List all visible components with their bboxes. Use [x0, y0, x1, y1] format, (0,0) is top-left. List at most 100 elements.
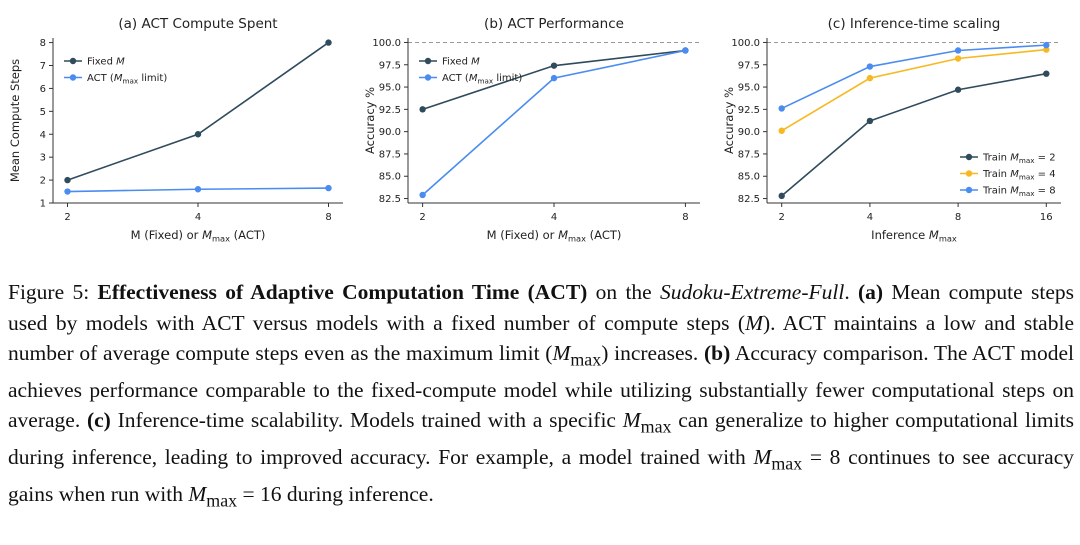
caption-math: max: [640, 416, 672, 437]
legend-swatch-marker: [424, 57, 432, 65]
y-tick-label: 8: [40, 38, 46, 49]
caption-text: ) increases.: [601, 341, 704, 365]
legend-label: Fixed M: [442, 57, 480, 68]
legend-label: Fixed M: [87, 57, 125, 68]
data-point: [419, 191, 426, 199]
y-tick-label: 95.0: [379, 83, 401, 94]
caption-text: .: [844, 280, 858, 304]
x-axis-label-symbol: M: [202, 228, 212, 242]
y-tick-label: 92.5: [379, 105, 401, 116]
data-point: [778, 105, 785, 112]
legend-swatch-marker: [965, 186, 973, 194]
legend-label-subscript: max: [1019, 189, 1035, 198]
data-point: [778, 127, 785, 134]
y-tick-label: 3: [40, 153, 46, 164]
x-axis-label-symbol: M: [558, 228, 568, 242]
legend-label: Train Mmax = 8: [982, 186, 1056, 199]
caption-math: M: [188, 481, 207, 506]
caption-text: Accuracy comparison. The ACT model achie…: [8, 341, 1074, 433]
y-tick-label: 90.0: [379, 127, 401, 138]
chart-title: (a) ACT Compute Spent: [118, 16, 277, 32]
chart-panel-1: (a) ACT Compute Spent 1 2 3 4 5 6 7 8 2 4 8 M (Fixed…: [8, 16, 343, 244]
legend-label-symbol: M: [114, 73, 123, 84]
caption-math: M: [552, 341, 571, 365]
data-point: [550, 62, 558, 69]
x-axis-label-text: M (Fixed) or: [131, 228, 202, 242]
legend-label-symbol: M: [469, 73, 478, 84]
legend-swatch-marker: [965, 170, 973, 177]
data-point: [866, 74, 874, 82]
legend-label-symbol: M: [116, 57, 125, 68]
legend-label-text: = 2: [1035, 153, 1056, 164]
y-tick-label: 97.5: [738, 60, 760, 71]
y-tick-label: 90.0: [738, 127, 760, 138]
legend-swatch-marker: [69, 57, 77, 65]
x-axis-label: M (Fixed) or Mmax (ACT): [131, 228, 266, 244]
x-axis-label-text: M (Fixed) or: [487, 228, 558, 242]
data-point: [1043, 41, 1050, 49]
y-axis-label: Accuracy %: [722, 87, 736, 154]
x-axis-label: Inference Mmax: [871, 228, 957, 244]
y-tick-label: 87.5: [379, 149, 401, 160]
data-point: [1043, 46, 1050, 53]
caption-text: Mean compute steps used by models with A…: [8, 280, 1074, 335]
legend-label-text: ACT (: [442, 73, 469, 84]
legend-label-symbol: M: [1010, 169, 1019, 180]
x-tick-label: 8: [955, 212, 961, 223]
x-axis-label: M (Fixed) or Mmax (ACT): [487, 228, 622, 244]
y-tick-label: 5: [40, 107, 46, 118]
y-tick-label: 97.5: [379, 60, 401, 71]
caption-math: M: [622, 408, 641, 433]
caption-fig-label: Figure 5:: [8, 280, 98, 304]
x-tick-label: 2: [419, 212, 425, 223]
x-axis-label-subscript: max: [939, 234, 957, 244]
legend-label-text: ACT (: [87, 73, 114, 84]
caption-text: = 8 continues to see accuracy gains when…: [8, 445, 1074, 506]
legend-label-text: Fixed: [87, 57, 116, 68]
legend-swatch-marker: [965, 153, 973, 161]
legend-label-text: = 4: [1035, 169, 1056, 180]
legend-label-text: limit): [138, 73, 167, 84]
legend-label: ACT (Mmax limit): [442, 73, 522, 86]
legend-label-subscript: max: [477, 77, 493, 86]
data-point: [778, 192, 785, 200]
y-axis-label: Accuracy %: [363, 87, 377, 154]
caption-text: = 16 during inference.: [237, 481, 434, 506]
caption-math: M: [745, 310, 764, 335]
data-point: [954, 86, 962, 93]
y-tick-label: 1: [40, 199, 46, 210]
y-tick-label: 95.0: [738, 83, 760, 94]
y-tick-label: 82.5: [738, 194, 760, 205]
series-line: [781, 44, 1047, 110]
data-point: [64, 188, 71, 195]
caption-math: max: [206, 490, 238, 511]
legend-label-subscript: max: [1019, 173, 1035, 182]
caption-math: max: [570, 349, 602, 370]
chart-panel-3: (c) Inference-time scaling 82.5 85.0 87.5 90…: [722, 16, 1061, 244]
y-tick-label: 100.0: [731, 38, 760, 49]
legend-label-text: Train: [982, 169, 1010, 180]
figure-caption: Figure 5: Effectiveness of Adaptive Comp…: [8, 277, 1074, 516]
x-tick-label: 8: [325, 212, 331, 223]
y-tick-label: 87.5: [738, 149, 760, 160]
x-tick-label: 4: [195, 212, 201, 223]
caption-text: ). ACT maintains a low and stable number…: [8, 310, 1074, 366]
x-tick-label: 2: [64, 212, 70, 223]
data-point: [194, 186, 202, 193]
data-point: [954, 47, 962, 54]
caption-c-label: (c): [86, 408, 111, 433]
x-tick-label: 4: [867, 212, 873, 223]
y-tick-label: 2: [40, 176, 46, 187]
x-axis-label-symbol: M: [929, 228, 939, 242]
data-point: [419, 106, 426, 113]
caption-heading: Effectiveness of Adaptive Computation Ti…: [97, 280, 588, 304]
x-tick-label: 16: [1040, 212, 1053, 223]
y-tick-label: 85.0: [738, 172, 760, 183]
x-axis-label-subscript: max: [212, 234, 230, 244]
legend-label: ACT (Mmax limit): [87, 73, 167, 86]
y-tick-label: 85.0: [379, 172, 401, 183]
data-point: [682, 47, 689, 54]
legend-label-text: limit): [493, 73, 522, 84]
legend-label-symbol: M: [1010, 153, 1019, 164]
